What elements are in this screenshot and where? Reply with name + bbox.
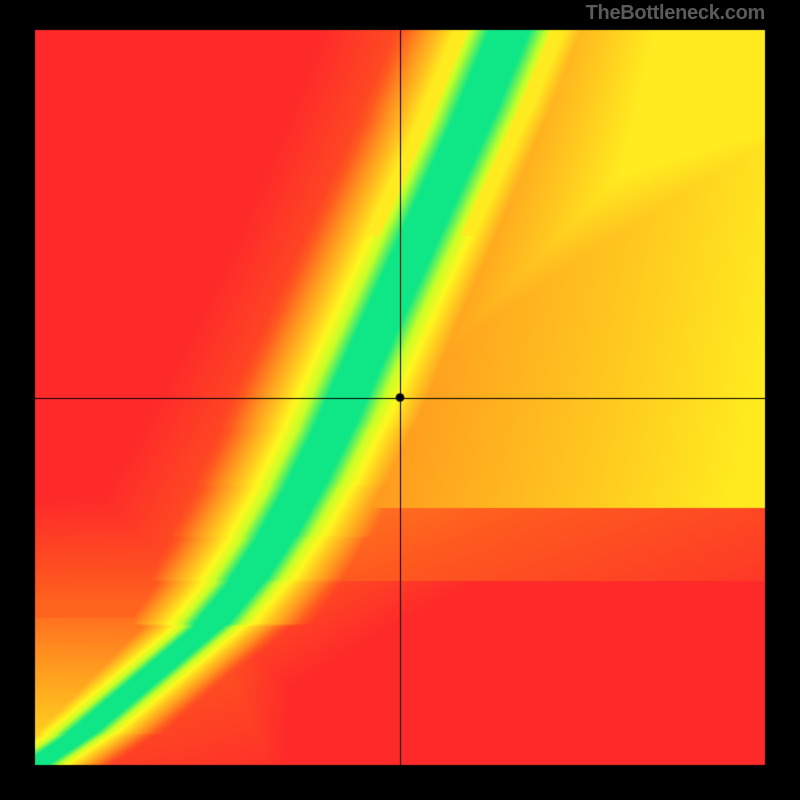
bottleneck-heatmap (0, 0, 800, 800)
watermark-text: TheBottleneck.com (586, 2, 765, 25)
